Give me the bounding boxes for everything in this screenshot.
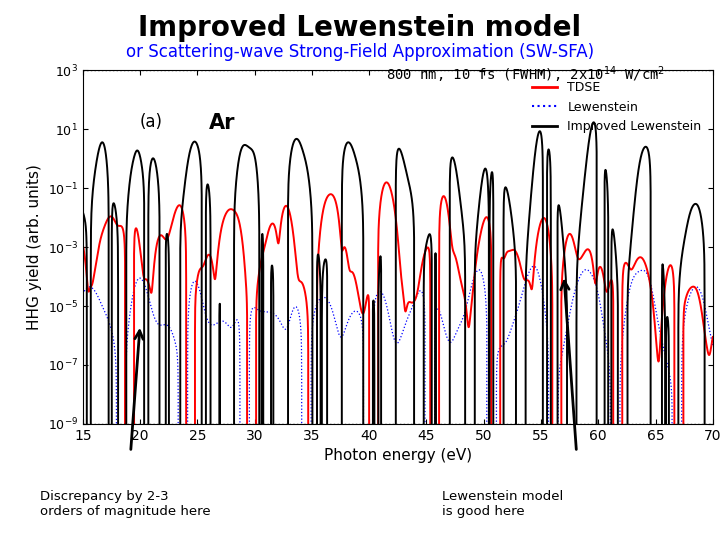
Improved Lewenstein	[629, 217, 637, 223]
TDSE	[320, 201, 329, 208]
Improved Lewenstein	[590, 119, 598, 125]
Text: Ar: Ar	[209, 113, 235, 133]
Lewenstein	[629, 275, 637, 282]
Text: Improved Lewenstein model: Improved Lewenstein model	[138, 14, 582, 42]
Line: Lewenstein: Lewenstein	[83, 266, 713, 540]
TDSE	[708, 334, 717, 340]
Text: 800 nm, 10 fs (FWHM), 2x10$^{14}$ W/cm$^2$: 800 nm, 10 fs (FWHM), 2x10$^{14}$ W/cm$^…	[386, 64, 665, 85]
Improved Lewenstein	[320, 259, 329, 265]
Text: (a): (a)	[140, 113, 163, 131]
Improved Lewenstein	[188, 141, 197, 148]
Text: or Scattering-wave Strong-Field Approximation (SW-SFA): or Scattering-wave Strong-Field Approxim…	[126, 43, 594, 61]
TDSE	[382, 179, 391, 186]
X-axis label: Photon energy (eV): Photon energy (eV)	[324, 448, 472, 463]
Lewenstein	[696, 289, 705, 296]
Improved Lewenstein	[150, 157, 159, 164]
Line: Improved Lewenstein: Improved Lewenstein	[83, 122, 713, 540]
Y-axis label: HHG yield (arb. units): HHG yield (arb. units)	[27, 164, 42, 330]
Lewenstein	[78, 291, 87, 298]
TDSE	[696, 303, 705, 310]
Lewenstein	[708, 342, 717, 349]
Lewenstein	[188, 282, 197, 288]
Improved Lewenstein	[78, 208, 87, 215]
Lewenstein	[320, 294, 329, 301]
Lewenstein	[150, 315, 159, 321]
Text: Discrepancy by 2-3
orders of magnitude here: Discrepancy by 2-3 orders of magnitude h…	[40, 490, 210, 517]
Lewenstein	[529, 263, 538, 269]
TDSE	[78, 241, 87, 248]
Lewenstein	[347, 310, 356, 317]
Text: Lewenstein model
is good here: Lewenstein model is good here	[442, 490, 563, 517]
TDSE	[347, 268, 356, 275]
Line: TDSE: TDSE	[83, 183, 713, 540]
Legend: TDSE, Lewenstein, Improved Lewenstein: TDSE, Lewenstein, Improved Lewenstein	[528, 77, 706, 138]
TDSE	[150, 256, 159, 263]
Improved Lewenstein	[347, 143, 356, 150]
TDSE	[629, 265, 637, 271]
Improved Lewenstein	[696, 213, 705, 219]
